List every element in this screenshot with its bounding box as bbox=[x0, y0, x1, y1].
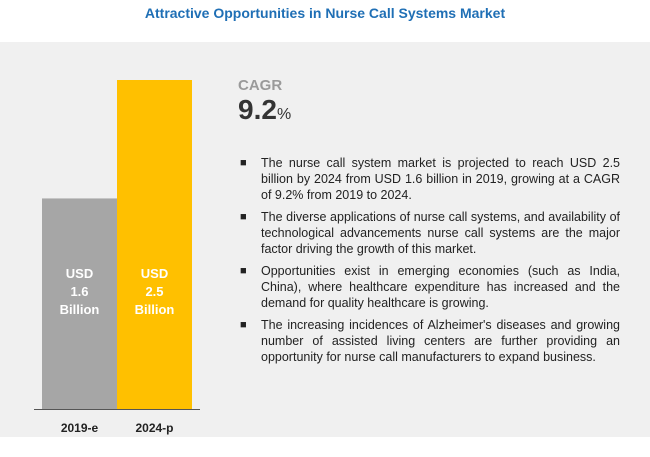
bar-chart-svg: USD 1.6 Billion 2019-e USD 2.5 Billion 2024-p bbox=[34, 80, 200, 435]
cagr-unit: % bbox=[276, 106, 292, 123]
data-label-2019-e: Billion bbox=[60, 302, 100, 317]
bullet-icon: ■ bbox=[240, 265, 247, 277]
key-point: ■ The increasing incidences of Alzheimer'… bbox=[232, 317, 620, 365]
data-label-2024-p: USD bbox=[141, 266, 168, 281]
content-panel: USD 1.6 Billion 2019-e USD 2.5 Billion 2024-p C… bbox=[0, 42, 650, 437]
cagr-value: 9.2% bbox=[238, 94, 291, 126]
x-tick-label: 2024-p bbox=[135, 421, 173, 435]
bullet-icon: ■ bbox=[240, 319, 247, 331]
cagr-label: CAGR bbox=[238, 77, 283, 94]
data-label-2019-e: USD bbox=[66, 266, 93, 281]
key-point-text: Opportunities exist in emerging economie… bbox=[261, 264, 620, 310]
bar-2019-e bbox=[42, 198, 117, 409]
bar-chart: USD 1.6 Billion 2019-e USD 2.5 Billion 2024-p bbox=[0, 42, 215, 437]
bar-2024-p bbox=[117, 80, 192, 409]
data-label-2024-p: 2.5 bbox=[145, 284, 163, 299]
page-title: Attractive Opportunities in Nurse Call S… bbox=[144, 5, 506, 21]
cagr-number: 9.2 bbox=[238, 94, 277, 125]
key-point-text: The increasing incidences of Alzheimer's… bbox=[261, 318, 620, 364]
key-point: ■ The nurse call system market is project… bbox=[232, 155, 620, 203]
bullet-icon: ■ bbox=[240, 211, 247, 223]
data-label-2019-e: 1.6 bbox=[70, 284, 88, 299]
key-point: ■ Opportunities exist in emerging economi… bbox=[232, 263, 620, 311]
key-point-text: The nurse call system market is projecte… bbox=[261, 156, 620, 202]
key-point: ■ The diverse applications of nurse call … bbox=[232, 209, 620, 257]
key-points-list: ■ The nurse call system market is project… bbox=[232, 155, 620, 371]
x-tick-label: 2019-e bbox=[61, 421, 99, 435]
data-label-2024-p: Billion bbox=[135, 302, 175, 317]
bullet-icon: ■ bbox=[240, 157, 247, 169]
key-point-text: The diverse applications of nurse call s… bbox=[261, 210, 620, 256]
